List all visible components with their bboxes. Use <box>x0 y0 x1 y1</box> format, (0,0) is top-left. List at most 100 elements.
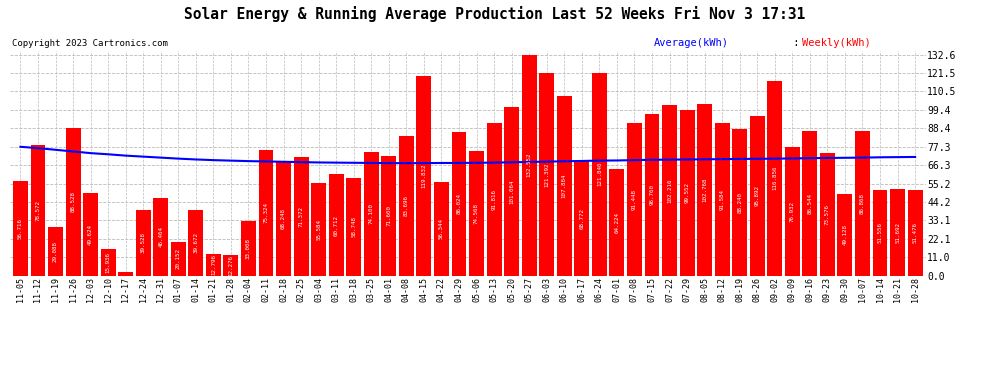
Bar <box>206 254 221 276</box>
Text: 74.568: 74.568 <box>474 203 479 224</box>
Bar <box>697 104 712 276</box>
Bar <box>153 198 168 276</box>
Text: 64.224: 64.224 <box>615 211 620 232</box>
Text: 12.276: 12.276 <box>229 255 234 276</box>
Bar <box>49 227 63 276</box>
Text: 71.600: 71.600 <box>386 206 391 226</box>
Text: 107.884: 107.884 <box>561 174 566 198</box>
Bar <box>855 131 870 276</box>
Bar <box>487 123 502 276</box>
Text: 74.100: 74.100 <box>369 203 374 224</box>
Text: 39.528: 39.528 <box>141 232 146 253</box>
Text: 39.672: 39.672 <box>193 232 198 253</box>
Text: 121.840: 121.840 <box>597 162 602 186</box>
Bar <box>890 189 905 276</box>
Bar <box>417 76 432 276</box>
Bar <box>522 55 537 276</box>
Bar <box>188 210 203 276</box>
Text: 88.528: 88.528 <box>70 191 75 212</box>
Text: 99.552: 99.552 <box>684 182 690 203</box>
Text: 121.392: 121.392 <box>544 162 549 187</box>
Bar <box>224 255 239 276</box>
Text: 132.552: 132.552 <box>527 153 532 177</box>
Text: 83.696: 83.696 <box>404 195 409 216</box>
Bar <box>381 156 396 276</box>
Text: 60.712: 60.712 <box>334 214 339 236</box>
Bar <box>644 114 659 276</box>
Bar <box>346 178 361 276</box>
Text: 86.024: 86.024 <box>456 194 461 214</box>
Bar <box>101 249 116 276</box>
Bar <box>733 129 747 276</box>
Text: 78.572: 78.572 <box>36 200 41 220</box>
Bar <box>556 96 571 276</box>
Bar <box>451 132 466 276</box>
Bar <box>908 190 923 276</box>
Bar <box>31 145 46 276</box>
Bar <box>767 81 782 276</box>
Bar <box>504 107 519 276</box>
Bar <box>785 147 800 276</box>
Text: 86.544: 86.544 <box>808 193 813 214</box>
Bar <box>83 193 98 276</box>
Text: 51.692: 51.692 <box>895 222 900 243</box>
Text: 86.868: 86.868 <box>860 193 865 214</box>
Text: 101.064: 101.064 <box>509 179 514 204</box>
Bar <box>258 150 273 276</box>
Text: 96.760: 96.760 <box>649 184 654 206</box>
Text: 91.816: 91.816 <box>492 189 497 210</box>
Text: 46.464: 46.464 <box>158 226 163 248</box>
Text: 12.796: 12.796 <box>211 255 216 276</box>
Text: 71.372: 71.372 <box>299 206 304 226</box>
Bar <box>662 105 677 276</box>
Bar <box>610 169 625 276</box>
Bar <box>171 242 186 276</box>
Bar <box>820 153 835 276</box>
Bar <box>469 152 484 276</box>
Bar <box>574 161 589 276</box>
Text: 29.088: 29.088 <box>53 241 58 262</box>
Bar <box>592 72 607 276</box>
Text: 68.772: 68.772 <box>579 208 584 229</box>
Text: Copyright 2023 Cartronics.com: Copyright 2023 Cartronics.com <box>12 39 167 48</box>
Text: 91.448: 91.448 <box>632 189 637 210</box>
Bar <box>838 194 852 276</box>
Bar <box>13 181 28 276</box>
Text: 56.716: 56.716 <box>18 218 23 239</box>
Text: 55.584: 55.584 <box>316 219 321 240</box>
Text: 20.152: 20.152 <box>176 248 181 269</box>
Text: 102.216: 102.216 <box>667 178 672 203</box>
Bar <box>715 123 730 276</box>
Bar <box>872 190 887 276</box>
Bar <box>241 220 256 276</box>
Bar <box>434 182 448 276</box>
Text: 73.576: 73.576 <box>825 204 830 225</box>
Bar <box>294 157 309 276</box>
Bar <box>329 174 344 276</box>
Text: 51.476: 51.476 <box>913 222 918 243</box>
Bar <box>627 123 642 276</box>
Text: 51.556: 51.556 <box>877 222 882 243</box>
Text: 102.768: 102.768 <box>702 178 707 202</box>
Text: 49.624: 49.624 <box>88 224 93 245</box>
Bar <box>136 210 150 276</box>
Text: 49.128: 49.128 <box>842 224 847 245</box>
Text: 68.248: 68.248 <box>281 208 286 229</box>
Bar <box>679 110 695 276</box>
Bar <box>65 128 80 276</box>
Text: 76.932: 76.932 <box>790 201 795 222</box>
Text: 119.832: 119.832 <box>422 164 427 188</box>
Bar <box>118 272 133 276</box>
Bar <box>311 183 326 276</box>
Text: 88.240: 88.240 <box>738 192 742 213</box>
Bar <box>399 136 414 276</box>
Text: Weekly(kWh): Weekly(kWh) <box>802 38 870 48</box>
Bar <box>364 152 379 276</box>
Text: 56.344: 56.344 <box>439 218 444 239</box>
Text: :: : <box>787 38 806 48</box>
Bar <box>276 162 291 276</box>
Bar <box>803 131 818 276</box>
Text: 116.856: 116.856 <box>772 166 777 190</box>
Text: Average(kWh): Average(kWh) <box>653 38 729 48</box>
Text: 75.324: 75.324 <box>263 202 268 223</box>
